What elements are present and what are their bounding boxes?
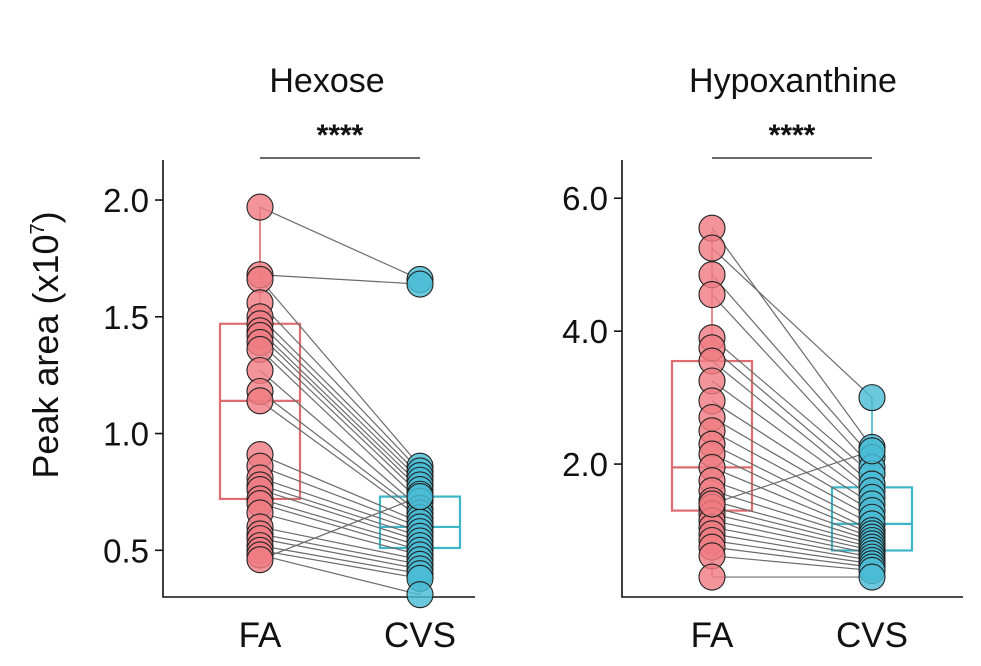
y-axis-label: Peak area (x107): [25, 211, 66, 478]
paired-line: [711, 380, 873, 498]
paired-line: [259, 496, 421, 561]
data-point-cvs: [858, 437, 886, 465]
data-point-cvs: [406, 581, 434, 609]
panel-hexose: Hexose **** 0.5 1.0 1.5 2.0 FA CVS: [103, 62, 475, 655]
paired-line: [259, 279, 421, 467]
axes: [621, 160, 963, 598]
paired-line: [259, 400, 421, 519]
paired-line: [711, 513, 873, 552]
paired-line: [259, 526, 421, 561]
x-category-label: CVS: [836, 616, 908, 655]
paired-line: [711, 450, 873, 505]
paired-line: [259, 335, 421, 491]
paired-line: [259, 323, 421, 481]
data-point-cvs: [858, 384, 886, 412]
paired-line: [711, 417, 873, 512]
paired-line: [711, 526, 873, 558]
y-tick-label: 0.5: [103, 532, 149, 569]
paired-line: [259, 549, 421, 579]
x-category-label: FA: [239, 616, 282, 655]
paired-line: [711, 546, 873, 568]
paired-line: [711, 274, 873, 458]
paired-line: [259, 206, 421, 280]
paired-line: [259, 454, 421, 523]
y-axis-label-group: Peak area (x107): [25, 211, 66, 478]
paired-line: [259, 477, 421, 533]
paired-line: [711, 247, 873, 399]
paired-line: [711, 227, 873, 448]
data-point-fa: [246, 193, 274, 221]
axes: [162, 160, 475, 598]
chart-title: Hexose: [269, 62, 384, 100]
paired-line: [711, 533, 873, 562]
paired-line: [711, 506, 873, 548]
x-category-label: CVS: [384, 616, 456, 655]
panel-hypoxanthine: Hypoxanthine **** 2.0 4.0 6.0 FA CVS: [562, 62, 963, 655]
paired-line: [259, 342, 421, 495]
paired-line: [711, 337, 873, 475]
paired-line: [259, 302, 421, 472]
paired-line: [711, 347, 873, 485]
significance-stars: ****: [769, 119, 816, 152]
paired-line: [711, 466, 873, 535]
paired-line: [259, 370, 421, 509]
data-point-fa: [698, 281, 726, 309]
y-tick-label: 6.0: [562, 180, 608, 217]
data-point-cvs: [406, 483, 434, 511]
x-category-label: FA: [691, 616, 734, 655]
paired-line: [259, 489, 421, 542]
paired-line: [259, 545, 421, 575]
paired-line: [259, 503, 421, 551]
data-point-fa: [698, 234, 726, 262]
paired-line: [711, 443, 873, 525]
paired-line: [259, 554, 421, 596]
data-point-fa: [246, 387, 274, 415]
paired-line: [259, 533, 421, 565]
y-axis-label-superscript: 7: [27, 223, 49, 234]
data-point-cvs: [858, 563, 886, 591]
paired-line: [711, 480, 873, 538]
data-point-fa: [698, 563, 726, 591]
significance-stars: ****: [317, 119, 364, 152]
y-tick-label: 1.0: [103, 416, 149, 453]
y-tick-label: 2.0: [103, 182, 149, 219]
data-point-fa: [246, 265, 274, 293]
y-tick-label: 2.0: [562, 446, 608, 483]
paired-line: [711, 500, 873, 545]
paired-line: [259, 512, 421, 556]
paired-line: [259, 538, 421, 570]
y-tick-label: 4.0: [562, 313, 608, 350]
paired-line: [259, 349, 421, 502]
paired-line: [259, 465, 421, 528]
paired-line: [711, 539, 873, 565]
paired-line: [711, 519, 873, 555]
paired-line: [711, 400, 873, 505]
data-point-fa: [246, 546, 274, 574]
paired-line: [711, 360, 873, 492]
paired-line: [711, 430, 873, 518]
data-point-fa: [698, 490, 726, 518]
data-point-cvs: [406, 270, 434, 298]
paired-line: [259, 274, 421, 285]
paired-line: [259, 316, 421, 476]
paired-line: [711, 294, 873, 468]
paired-line: [711, 555, 873, 572]
paired-line: [259, 330, 421, 486]
paired-line: [259, 391, 421, 514]
y-tick-label: 1.5: [103, 299, 149, 336]
paired-line: [711, 453, 873, 532]
chart-title: Hypoxanthine: [689, 62, 897, 100]
paired-line: [259, 498, 421, 547]
paired-line: [711, 490, 873, 542]
paired-line: [259, 484, 421, 537]
